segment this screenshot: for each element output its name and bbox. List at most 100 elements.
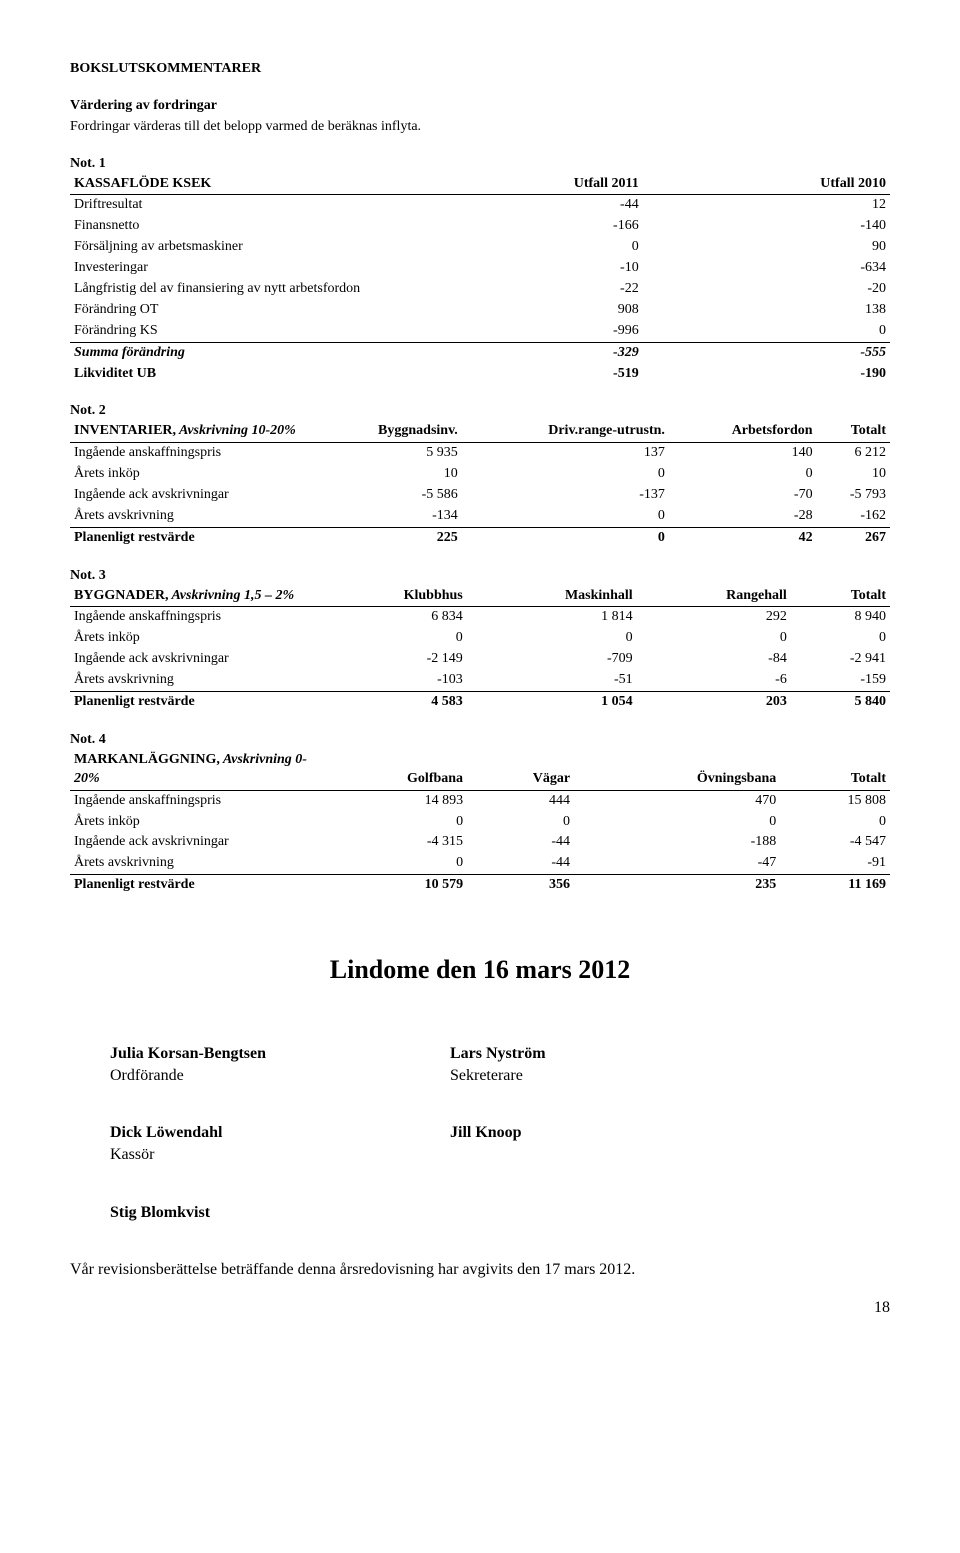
cell: 444 <box>467 790 574 811</box>
cell: -709 <box>467 649 637 670</box>
cell: -166 <box>398 216 643 237</box>
signatory-name: Dick Löwendahl <box>110 1122 330 1144</box>
table-header-row: BYGGNADER, Avskrivning 1,5 – 2% Klubbhus… <box>70 586 890 607</box>
table-row: Försäljning av arbetsmaskiner090 <box>70 237 890 258</box>
cell: 267 <box>817 527 890 548</box>
cell: -22 <box>398 279 643 300</box>
cell: 15 808 <box>780 790 890 811</box>
cell: -159 <box>791 670 890 691</box>
cell: 140 <box>669 443 817 464</box>
cell: -4 315 <box>316 832 467 853</box>
note3-table: BYGGNADER, Avskrivning 1,5 – 2% Klubbhus… <box>70 586 890 713</box>
cell: 0 <box>316 628 467 649</box>
cell: 10 579 <box>316 875 467 896</box>
cell: Ingående ack avskrivningar <box>70 649 316 670</box>
cell: Årets avskrivning <box>70 670 316 691</box>
cell: -162 <box>817 506 890 527</box>
cell: 203 <box>637 692 791 713</box>
cell: 14 893 <box>316 790 467 811</box>
table-header-row: INVENTARIER, Avskrivning 10-20% Byggnads… <box>70 421 890 442</box>
cell: 0 <box>637 628 791 649</box>
cell: 138 <box>643 300 890 321</box>
cell: 292 <box>637 607 791 628</box>
cell: -44 <box>467 832 574 853</box>
cell: 90 <box>643 237 890 258</box>
cell: 11 169 <box>780 875 890 896</box>
col-header: Klubbhus <box>316 586 467 607</box>
page-title: BOKSLUTSKOMMENTARER <box>70 60 890 79</box>
cell: Planenligt restvärde <box>70 527 316 548</box>
signatory-role: Ordförande <box>110 1065 330 1087</box>
col-header: INVENTARIER, Avskrivning 10-20% <box>70 421 316 442</box>
table-header-row: KASSAFLÖDE KSEK Utfall 2011 Utfall 2010 <box>70 174 890 195</box>
cell: 0 <box>462 506 669 527</box>
note2-label: Not. 2 <box>70 402 890 421</box>
table-row: Planenligt restvärde10 57935623511 169 <box>70 875 890 896</box>
table-row: Årets avskrivning-103-51-6-159 <box>70 670 890 691</box>
table-row: Förändring KS-9960 <box>70 321 890 342</box>
cell: -634 <box>643 258 890 279</box>
signatory-name: Lars Nyström <box>450 1043 670 1065</box>
cell: 0 <box>316 812 467 833</box>
col-header: Övningsbana <box>574 750 780 790</box>
table-row: Investeringar-10-634 <box>70 258 890 279</box>
col-header: Utfall 2011 <box>398 174 643 195</box>
table-row: Ingående ack avskrivningar-5 586-137-70-… <box>70 485 890 506</box>
cell: 908 <box>398 300 643 321</box>
signature-row-2: Dick Löwendahl Kassör Jill Knoop <box>110 1122 890 1165</box>
col-header: Arbetsfordon <box>669 421 817 442</box>
cell: 0 <box>669 464 817 485</box>
cell: -70 <box>669 485 817 506</box>
cell: -103 <box>316 670 467 691</box>
table-row: Planenligt restvärde225042267 <box>70 527 890 548</box>
cell: -44 <box>467 853 574 874</box>
cell: Investeringar <box>70 258 398 279</box>
col-header: Byggnadsinv. <box>316 421 462 442</box>
cell: -2 149 <box>316 649 467 670</box>
table-header-row: MARKANLÄGGNING, Avskrivning 0-20% Golfba… <box>70 750 890 790</box>
cell: 12 <box>643 195 890 216</box>
table-row: Ingående anskaffningspris6 8341 8142928 … <box>70 607 890 628</box>
cell: 0 <box>791 628 890 649</box>
cell: Planenligt restvärde <box>70 692 316 713</box>
col-header: BYGGNADER, Avskrivning 1,5 – 2% <box>70 586 316 607</box>
cell: 5 840 <box>791 692 890 713</box>
signatory-name: Jill Knoop <box>450 1122 670 1144</box>
table-row: Ingående ack avskrivningar-4 315-44-188-… <box>70 832 890 853</box>
cell: 10 <box>817 464 890 485</box>
cell: -329 <box>398 342 643 363</box>
valuation-text: Fordringar värderas till det belopp varm… <box>70 118 890 137</box>
cell: 10 <box>316 464 462 485</box>
table-row: Finansnetto-166-140 <box>70 216 890 237</box>
table-row: Ingående ack avskrivningar-2 149-709-84-… <box>70 649 890 670</box>
col-header: MARKANLÄGGNING, Avskrivning 0-20% <box>70 750 316 790</box>
cell: Årets inköp <box>70 812 316 833</box>
cell: 0 <box>467 812 574 833</box>
cell: Årets avskrivning <box>70 853 316 874</box>
col-header: Maskinhall <box>467 586 637 607</box>
col-header: Vägar <box>467 750 574 790</box>
cell: -996 <box>398 321 643 342</box>
cell: 8 940 <box>791 607 890 628</box>
cell: 0 <box>574 812 780 833</box>
cell: Ingående anskaffningspris <box>70 790 316 811</box>
cell: -519 <box>398 364 643 385</box>
cell: Långfristig del av finansiering av nytt … <box>70 279 398 300</box>
cell: Förändring OT <box>70 300 398 321</box>
cell: -6 <box>637 670 791 691</box>
cell: -44 <box>398 195 643 216</box>
cell: Planenligt restvärde <box>70 875 316 896</box>
cell: 0 <box>462 527 669 548</box>
cell: Ingående anskaffningspris <box>70 607 316 628</box>
cell: -134 <box>316 506 462 527</box>
cell: 225 <box>316 527 462 548</box>
cell: 0 <box>780 812 890 833</box>
col-header: Totalt <box>780 750 890 790</box>
cell: 0 <box>462 464 669 485</box>
cell: 0 <box>316 853 467 874</box>
cell: 0 <box>643 321 890 342</box>
table-row: Planenligt restvärde4 5831 0542035 840 <box>70 692 890 713</box>
cell: -20 <box>643 279 890 300</box>
col-header: Totalt <box>817 421 890 442</box>
cell: 5 935 <box>316 443 462 464</box>
